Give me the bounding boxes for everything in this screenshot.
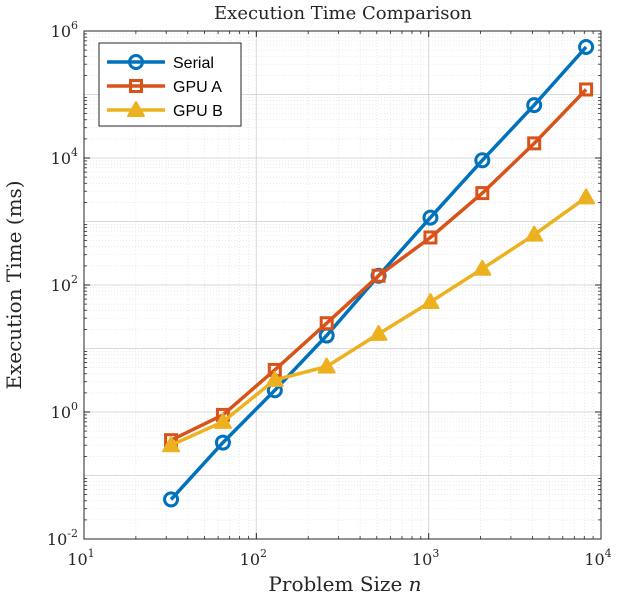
x-axis-label-var: n [409,572,422,596]
data-point [475,186,490,201]
chart-title: Execution Time Comparison [214,3,472,24]
x-tick-exponent: 4 [605,547,612,560]
data-point [578,38,595,55]
legend-entry: GPU B [107,101,223,120]
data-point [163,491,180,508]
data-point [421,292,440,309]
data-point [527,136,542,151]
x-tick-exponent: 3 [432,547,439,560]
x-axis-label: Problem Size n [268,572,421,596]
data-point [525,225,544,242]
legend-label: GPU B [173,103,223,120]
data-point [162,436,181,453]
series [162,38,596,508]
data-point [213,412,232,429]
y-axis-label: Execution Time (ms) [2,180,26,389]
data-point [319,316,334,331]
y-tick-exponent: 4 [71,146,78,159]
legend-marker [129,79,143,93]
y-tick-exponent: -2 [67,527,78,540]
legend-label: Serial [173,55,214,72]
y-tick-exponent: 2 [71,273,78,286]
legend-marker [127,101,145,117]
x-tick-exponent: 2 [260,547,267,560]
data-point [579,82,594,97]
data-point [214,434,231,451]
x-tick-exponent: 1 [88,547,95,560]
legend-entry: Serial [107,54,214,72]
data-point [369,324,388,341]
series-line [170,88,588,442]
y-tick-exponent: 6 [71,19,78,32]
legend-entries: Serial GPU A GPU B [107,54,223,120]
data-point [317,357,336,374]
data-point [473,259,492,276]
data-point [423,230,438,245]
legend-marker [128,54,144,70]
legend: Serial GPU A GPU B [98,42,242,127]
series-gpu-b [162,188,596,453]
y-tick-exponent: 0 [71,400,78,413]
tick-marks [83,30,602,540]
data-point [371,268,386,283]
data-point [526,97,543,114]
data-point [422,209,439,226]
legend-entry: GPU A [107,79,222,96]
legend-label: GPU A [173,79,222,96]
data-point [474,152,491,169]
data-point [577,188,596,205]
x-axis-label-text: Problem Size [268,572,402,596]
data-point [265,370,284,387]
